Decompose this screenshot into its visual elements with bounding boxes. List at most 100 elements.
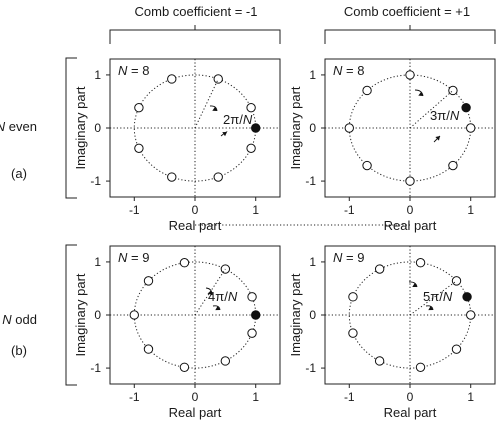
y-tick-label: 1 bbox=[94, 68, 101, 82]
zero-point bbox=[143, 344, 154, 354]
angle-label: 5π/N bbox=[423, 289, 453, 304]
x-tick-label: 1 bbox=[252, 390, 259, 404]
zero-point bbox=[415, 258, 426, 268]
zero-point bbox=[134, 143, 144, 154]
arrow-head bbox=[222, 132, 227, 137]
y-tick-label: -1 bbox=[90, 174, 101, 188]
y-tick-label: 1 bbox=[94, 255, 101, 269]
y-tick-label: 1 bbox=[309, 68, 316, 82]
x-tick-label: 1 bbox=[252, 203, 259, 217]
header-left: Comb coefficient = -1 bbox=[135, 4, 258, 19]
zero-point bbox=[129, 310, 139, 320]
row-a-label: N even bbox=[0, 119, 37, 134]
zero-point bbox=[247, 328, 257, 338]
n-value-label: N = 8 bbox=[333, 63, 364, 78]
x-tick-label: 0 bbox=[407, 390, 414, 404]
zero-point bbox=[246, 143, 256, 154]
x-tick-label: 0 bbox=[192, 390, 199, 404]
n-value-label: N = 8 bbox=[118, 63, 149, 78]
panel-br: -1 0 1 1 0 -1 Real part Imaginary part N = 9 5π/N bbox=[288, 245, 496, 420]
y-tick-label: 0 bbox=[94, 121, 101, 135]
panels: -1 0 1 1 0 -1 Real part Imaginary part N = 8 2π/N… bbox=[73, 58, 496, 420]
zero-point bbox=[362, 85, 372, 96]
angle-radius bbox=[409, 280, 457, 316]
filled-point bbox=[251, 123, 261, 133]
zero-point bbox=[179, 362, 190, 372]
x-axis-label: Real part bbox=[169, 218, 222, 233]
zero-point bbox=[374, 264, 385, 274]
row-a-tag: (a) bbox=[11, 166, 27, 181]
zero-point bbox=[344, 123, 354, 133]
zero-point bbox=[362, 160, 372, 171]
angle-label: 2π/N bbox=[223, 112, 253, 127]
zero-point bbox=[374, 356, 385, 366]
arrow-head bbox=[435, 136, 440, 141]
header-right-bracket bbox=[324, 29, 496, 44]
zero-point bbox=[348, 292, 358, 302]
arrow-head bbox=[428, 305, 433, 311]
arrow-head bbox=[418, 91, 423, 96]
arrow-head bbox=[212, 106, 217, 111]
zero-point bbox=[466, 310, 476, 320]
zero-point bbox=[466, 123, 476, 133]
zero-point bbox=[451, 344, 462, 354]
filled-point bbox=[462, 292, 472, 302]
angle-arrow bbox=[414, 89, 424, 97]
arrow-head bbox=[215, 305, 220, 311]
zero-point bbox=[247, 292, 257, 302]
y-tick-label: -1 bbox=[90, 361, 101, 375]
y-axis-label: Imaginary part bbox=[73, 273, 88, 356]
arrow-head bbox=[412, 282, 417, 287]
arrow-head bbox=[207, 290, 212, 295]
x-tick-label: 0 bbox=[407, 203, 414, 217]
angle-arrow bbox=[205, 287, 213, 296]
angle-label: 3π/N bbox=[430, 108, 460, 123]
x-tick-label: 1 bbox=[467, 203, 474, 217]
zero-point bbox=[448, 160, 458, 171]
x-tick-label: 1 bbox=[467, 390, 474, 404]
header-right: Comb coefficient = +1 bbox=[344, 4, 470, 19]
filled-point bbox=[461, 102, 471, 113]
y-tick-label: -1 bbox=[305, 361, 316, 375]
x-axis-label: Real part bbox=[169, 405, 222, 420]
row-b-bracket bbox=[65, 244, 77, 386]
zero-point bbox=[167, 74, 177, 84]
x-tick-label: -1 bbox=[344, 203, 355, 217]
y-tick-label: -1 bbox=[305, 174, 316, 188]
zero-point bbox=[348, 328, 358, 338]
panel-tr: -1 0 1 1 0 -1 Real part Imaginary part N = 8 3π/N bbox=[288, 58, 496, 233]
angle-arrow bbox=[408, 281, 418, 288]
angle-label: 4π/N bbox=[208, 289, 238, 304]
zero-point bbox=[220, 356, 231, 366]
zero-point bbox=[143, 276, 154, 286]
x-axis-label: Real part bbox=[384, 405, 437, 420]
x-tick-label: -1 bbox=[129, 203, 140, 217]
zero-point bbox=[405, 70, 415, 80]
panel-tl: -1 0 1 1 0 -1 Real part Imaginary part N = 8 2π/N bbox=[73, 58, 281, 233]
zero-point bbox=[448, 85, 458, 96]
x-tick-label: -1 bbox=[344, 390, 355, 404]
zero-point bbox=[167, 172, 177, 182]
zero-point bbox=[246, 102, 256, 113]
zero-point bbox=[415, 362, 426, 372]
angle-radius bbox=[194, 78, 219, 129]
y-axis-label: Imaginary part bbox=[288, 86, 303, 169]
zero-point bbox=[213, 74, 223, 84]
panel-bl: -1 0 1 1 0 -1 Real part Imaginary part N = 9 4π/N bbox=[73, 245, 281, 420]
y-tick-label: 1 bbox=[309, 255, 316, 269]
x-tick-label: -1 bbox=[129, 390, 140, 404]
row-a-bracket bbox=[65, 57, 77, 199]
y-tick-label: 0 bbox=[309, 121, 316, 135]
x-tick-label: 0 bbox=[192, 203, 199, 217]
zero-point bbox=[179, 258, 190, 268]
y-axis-label: Imaginary part bbox=[73, 86, 88, 169]
zero-point bbox=[213, 172, 223, 182]
filled-point bbox=[251, 310, 261, 320]
y-axis-label: Imaginary part bbox=[288, 273, 303, 356]
zero-point bbox=[134, 102, 144, 113]
header-left-bracket bbox=[109, 29, 281, 44]
zero-point bbox=[405, 176, 415, 186]
y-tick-label: 0 bbox=[309, 308, 316, 322]
n-value-label: N = 9 bbox=[118, 250, 149, 265]
